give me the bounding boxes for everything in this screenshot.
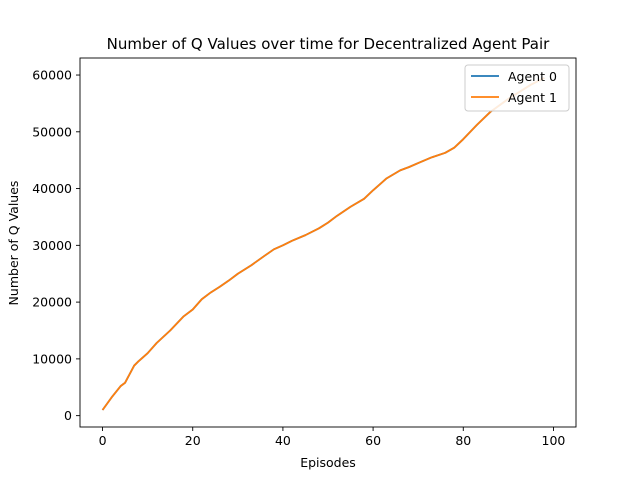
chart-title: Number of Q Values over time for Decentr…: [107, 35, 550, 53]
legend-label-agent-1: Agent 1: [508, 90, 557, 105]
y-axis-ticks: 0 10000 20000 30000 40000 50000 60000: [32, 68, 80, 423]
y-tick-label: 40000: [32, 181, 72, 196]
y-tick-label: 20000: [32, 295, 72, 310]
x-tick-label: 20: [185, 433, 201, 448]
y-tick-label: 0: [64, 408, 72, 423]
legend-label-agent-0: Agent 0: [508, 69, 557, 84]
y-tick-label: 50000: [32, 124, 72, 139]
series-line-agent-1: [101, 77, 545, 411]
x-tick-label: 40: [275, 433, 291, 448]
x-axis-ticks: 0 20 40 60 80 100: [99, 427, 566, 448]
x-tick-label: 0: [99, 433, 107, 448]
y-axis-label: Number of Q Values: [6, 181, 21, 306]
series-line-agent-0: [101, 77, 545, 411]
y-tick-label: 10000: [32, 351, 72, 366]
plot-area-frame: [79, 57, 577, 428]
series-lines: [101, 77, 545, 411]
x-tick-label: 80: [455, 433, 471, 448]
x-axis-label: Episodes: [300, 455, 356, 470]
x-tick-label: 60: [365, 433, 381, 448]
x-tick-label: 100: [542, 433, 566, 448]
y-tick-label: 60000: [32, 68, 72, 83]
legend: Agent 0 Agent 1: [464, 64, 570, 112]
y-tick-label: 30000: [32, 238, 72, 253]
